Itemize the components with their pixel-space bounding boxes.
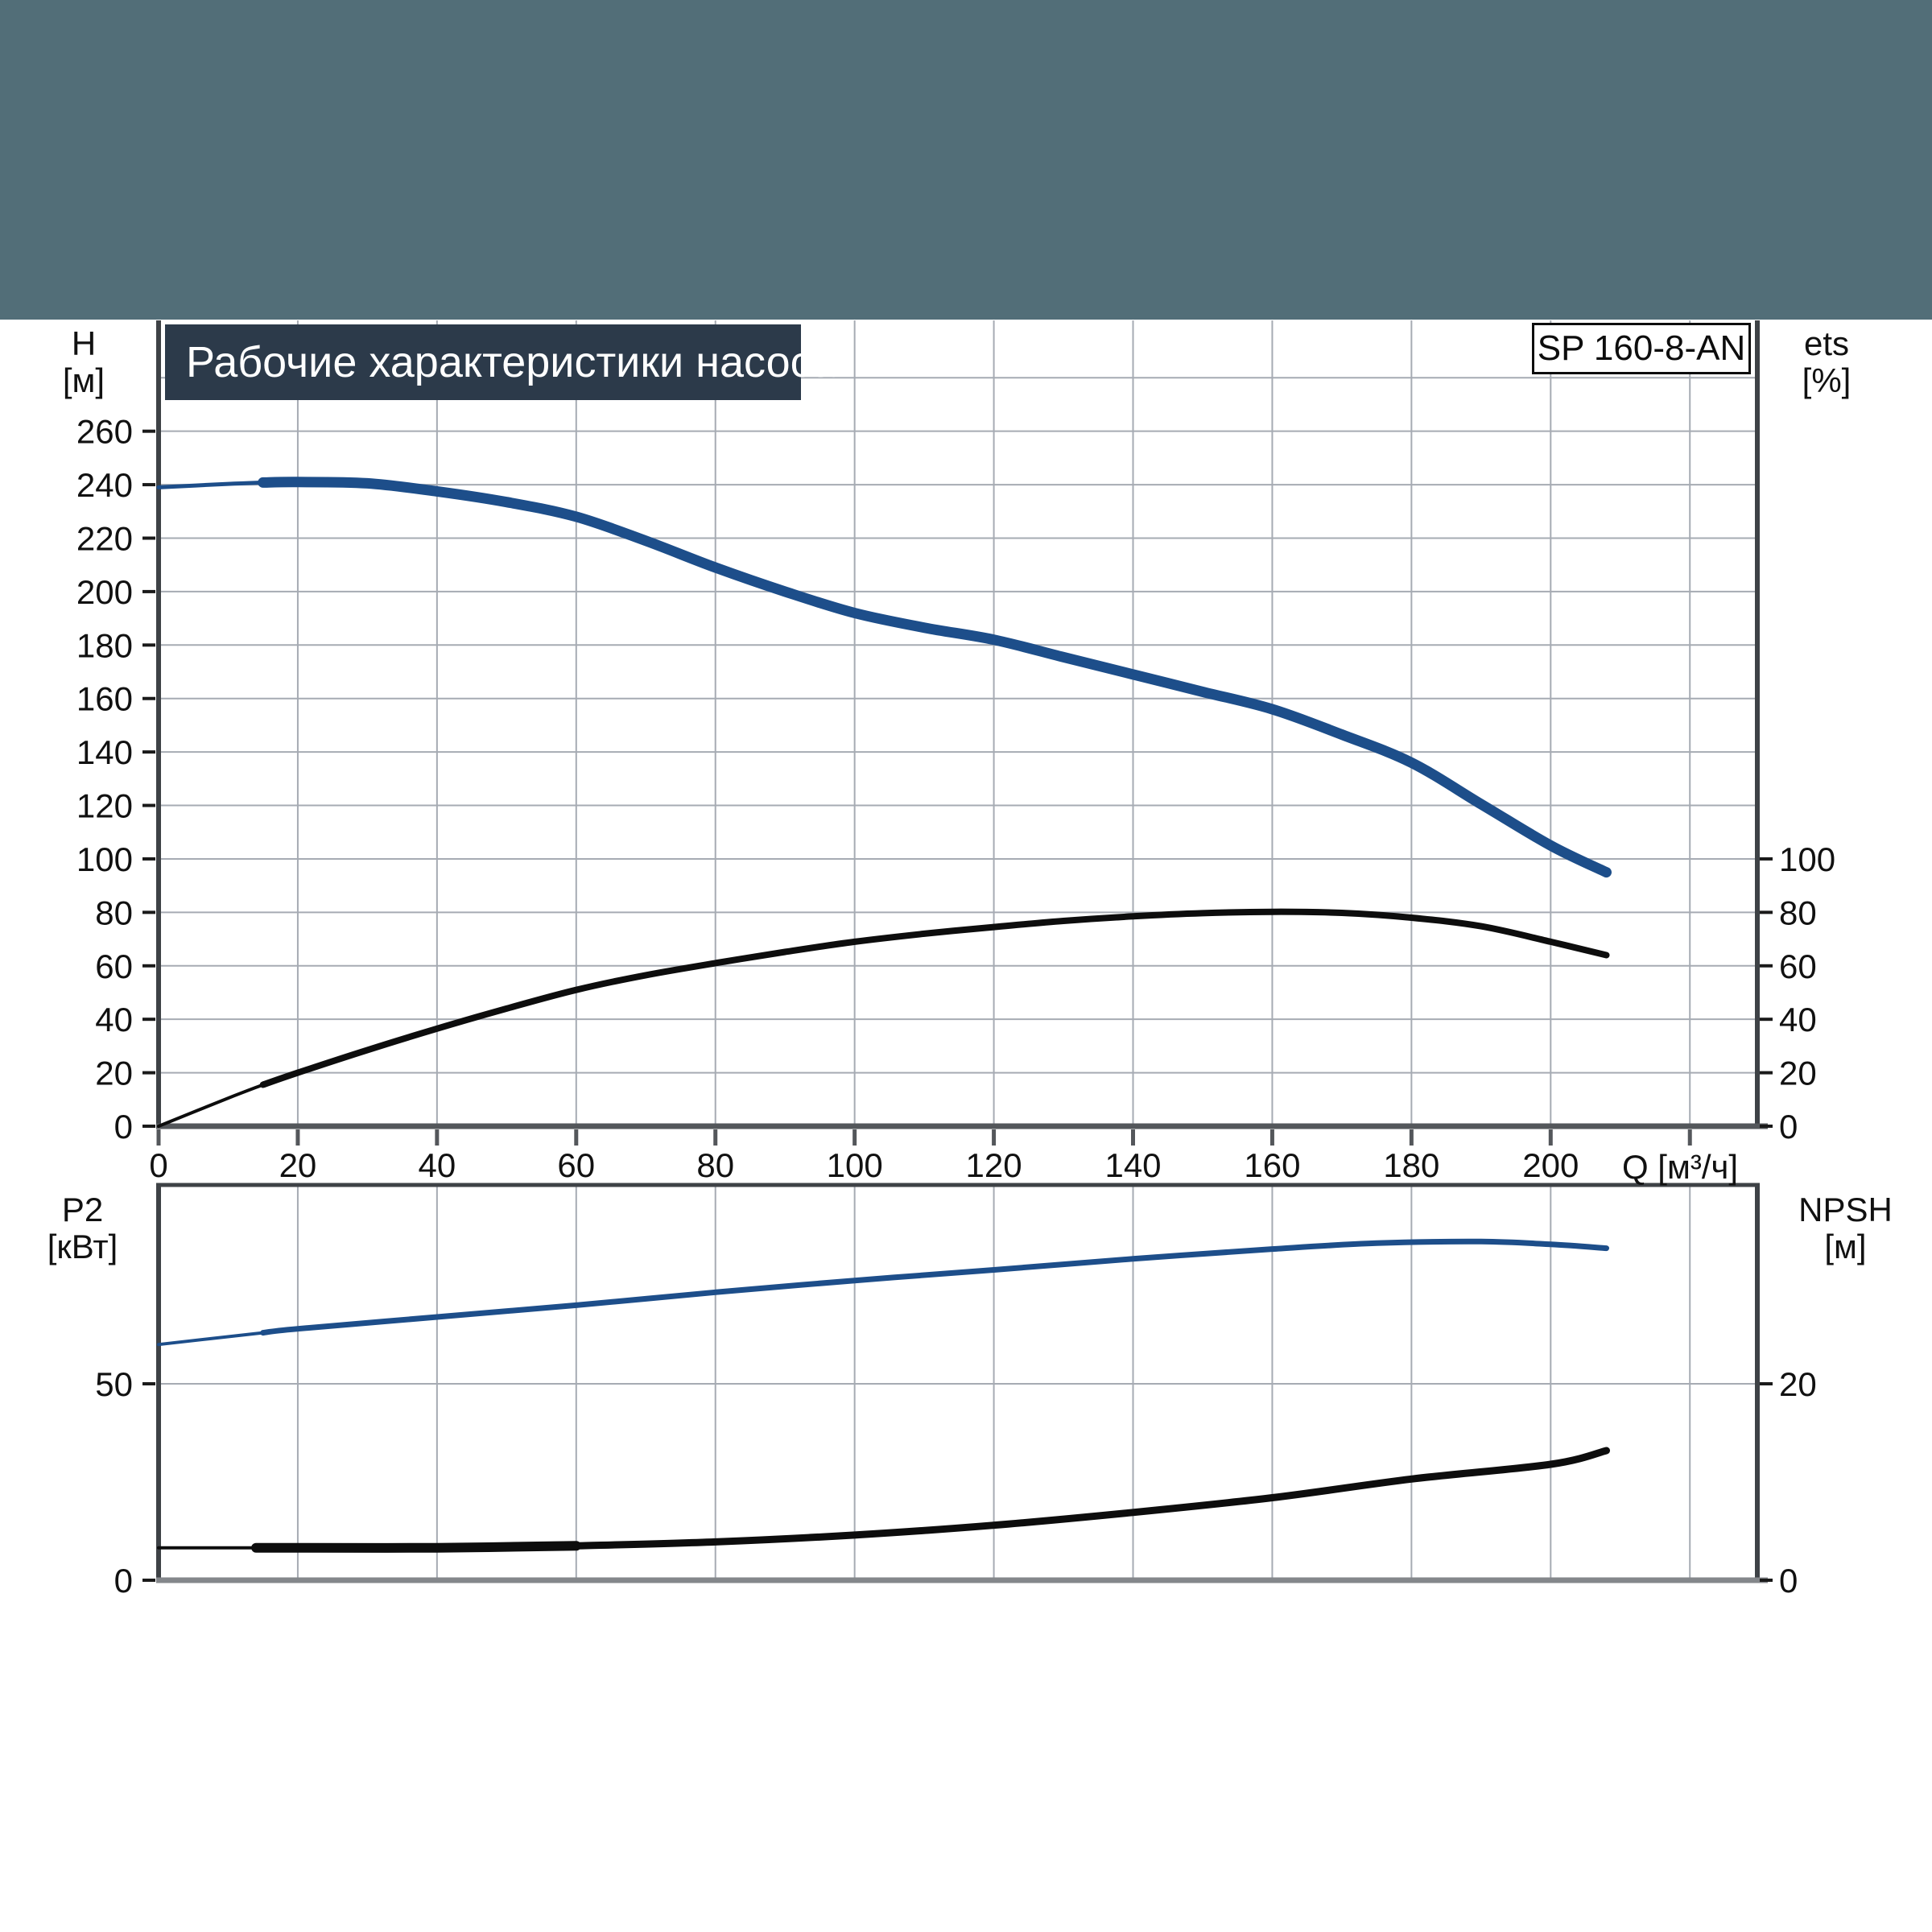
- head-axis-name: H: [71, 324, 97, 362]
- head-axis-label: H [м]: [31, 325, 137, 399]
- x-tick-label: 0: [149, 1146, 167, 1184]
- left-tick-label: 240: [76, 466, 133, 504]
- series-npsh: [251, 1541, 581, 1553]
- x-tick-label: 200: [1522, 1146, 1579, 1184]
- series-power_p2: [260, 1238, 1609, 1336]
- left-tick-label: 80: [95, 894, 133, 931]
- series-power_p2: [157, 1331, 265, 1347]
- left-tick-label: 100: [76, 840, 133, 878]
- right-tick-label: 100: [1779, 840, 1835, 878]
- left-tick-label: 120: [76, 787, 133, 825]
- right-tick-label: 0: [1779, 1108, 1798, 1146]
- left-tick-label: 140: [76, 733, 133, 771]
- flow-axis-label: Q [м³/ч]: [1621, 1148, 1739, 1186]
- power-axis-unit: [кВт]: [47, 1228, 118, 1265]
- x-tick-label: 160: [1244, 1146, 1300, 1184]
- x-tick-label: 140: [1104, 1146, 1161, 1184]
- right-tick-label: 40: [1779, 1001, 1817, 1038]
- top-banner: [0, 0, 1932, 320]
- right-tick-label: 80: [1779, 894, 1817, 931]
- npsh-axis-name: NPSH: [1798, 1191, 1893, 1228]
- x-tick-label: 40: [419, 1146, 456, 1184]
- efficiency-axis-name: ets: [1803, 324, 1850, 362]
- series-head: [156, 480, 266, 489]
- npsh-axis-unit: [м]: [1824, 1228, 1867, 1265]
- left-tick-label: 260: [76, 413, 133, 451]
- left-tick-label: 40: [95, 1001, 133, 1038]
- x-tick-label: 80: [696, 1146, 734, 1184]
- npsh-axis-label: NPSH [м]: [1779, 1191, 1912, 1265]
- pump-model-badge: SP 160-8-AN: [1532, 323, 1751, 374]
- series-efficiency: [259, 908, 1610, 1088]
- right-tick-label: 20: [1779, 1365, 1817, 1403]
- left-tick-label: 0: [114, 1562, 133, 1600]
- head-axis-unit: [м]: [62, 361, 105, 399]
- left-tick-label: 200: [76, 573, 133, 611]
- left-tick-label: 160: [76, 680, 133, 718]
- efficiency-axis-label: ets [%]: [1773, 325, 1880, 399]
- right-tick-label: 0: [1779, 1562, 1798, 1600]
- x-tick-label: 20: [279, 1146, 317, 1184]
- efficiency-axis-unit: [%]: [1802, 361, 1852, 399]
- series-efficiency: [157, 1083, 265, 1128]
- x-tick-label: 100: [827, 1146, 883, 1184]
- right-tick-label: 60: [1779, 947, 1817, 985]
- x-tick-label: 120: [966, 1146, 1022, 1184]
- x-tick-label: 60: [557, 1146, 595, 1184]
- left-tick-label: 60: [95, 947, 133, 985]
- left-tick-label: 20: [95, 1055, 133, 1092]
- right-tick-label: 20: [1779, 1055, 1817, 1092]
- left-tick-label: 180: [76, 626, 133, 664]
- power-axis-name: P2: [61, 1191, 104, 1228]
- left-tick-label: 220: [76, 519, 133, 557]
- power-axis-label: P2 [кВт]: [24, 1191, 141, 1265]
- x-tick-label: 180: [1383, 1146, 1439, 1184]
- series-head: [258, 477, 1612, 878]
- chart-title: Рабочие характеристики насоса: [165, 324, 836, 400]
- left-tick-label: 50: [95, 1365, 133, 1403]
- series-npsh: [572, 1447, 1610, 1550]
- left-tick-label: 0: [114, 1108, 133, 1146]
